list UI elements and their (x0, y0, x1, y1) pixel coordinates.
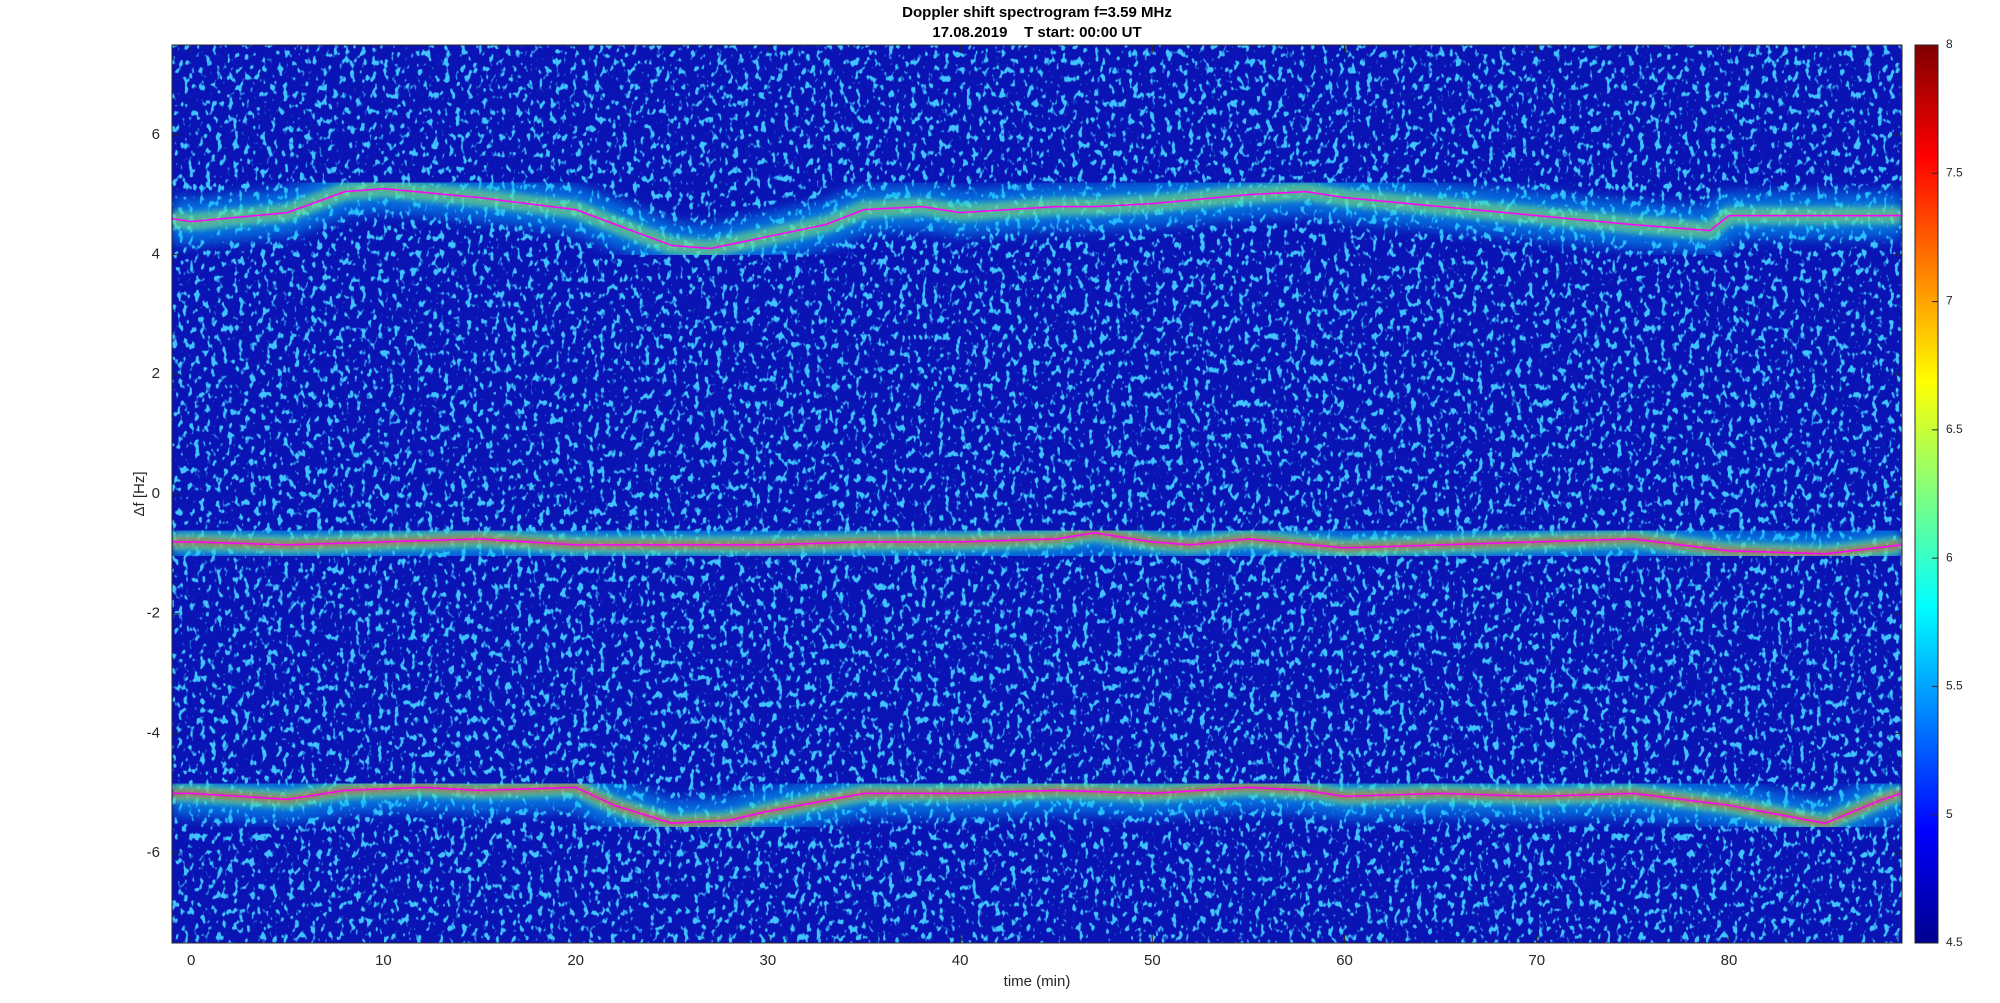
x-tick-label: 80 (1721, 952, 1738, 969)
chart-title: Doppler shift spectrogram f=3.59 MHz (902, 4, 1172, 21)
y-axis-label: Δf [Hz] (131, 471, 148, 516)
y-tick-label: 6 (152, 126, 160, 143)
y-tick-label: -2 (147, 605, 160, 622)
doppler-trace (172, 786, 1902, 825)
plot-area (172, 165, 1902, 848)
x-axis-label: time (min) (1004, 973, 1071, 990)
colorbar-tick-label: 7.5 (1946, 165, 1963, 179)
colorbar-tick-label: 4.5 (1946, 935, 1963, 949)
y-tick-label: 0 (152, 485, 160, 502)
x-tick-label: 30 (760, 952, 777, 969)
colorbar (1914, 44, 1939, 944)
colorbar-tick-label: 7 (1946, 294, 1953, 308)
chart-subtitle: 17.08.2019 T start: 00:00 UT (932, 24, 1141, 41)
x-tick-label: 40 (952, 952, 969, 969)
x-tick-label: 70 (1528, 952, 1545, 969)
x-tick-label: 60 (1336, 952, 1353, 969)
doppler-trace (172, 187, 1902, 250)
y-tick-label: 2 (152, 365, 160, 382)
x-tick-label: 10 (375, 952, 392, 969)
y-tick-label: -4 (147, 724, 160, 741)
x-tick-label: 20 (567, 952, 584, 969)
colorbar-tick-label: 8 (1946, 37, 1953, 51)
colorbar-tick-label: 6.5 (1946, 422, 1963, 436)
y-tick-label: 4 (152, 246, 160, 263)
doppler-trace (172, 532, 1902, 555)
colorbar-tick-label: 5 (1946, 807, 1953, 821)
y-tick-label: -6 (147, 844, 160, 861)
x-tick-label: 0 (187, 952, 195, 969)
colorbar-tick-label: 5.5 (1946, 679, 1963, 693)
x-tick-label: 50 (1144, 952, 1161, 969)
colorbar-tick-label: 6 (1946, 550, 1953, 564)
